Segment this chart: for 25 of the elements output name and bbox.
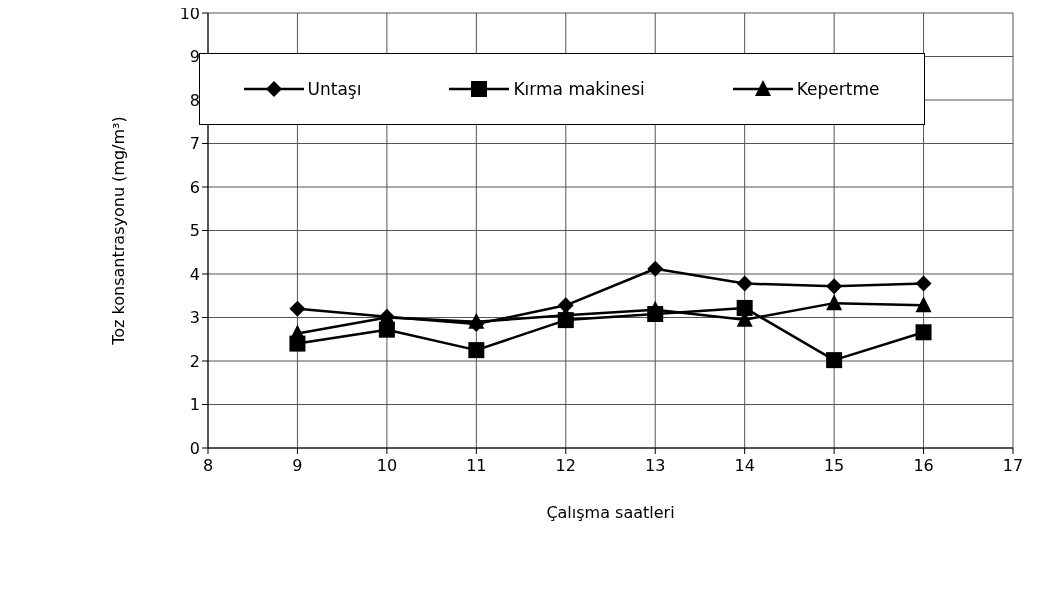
x-tick-label: 11 (466, 456, 487, 476)
y-tick-label: 2 (189, 351, 200, 371)
y-tick-label: 9 (189, 47, 200, 67)
x-tick-label: 13 (645, 456, 666, 476)
y-axis-title: Toz konsantrasyonu (mg/m³) (108, 116, 128, 346)
x-tick-label: 16 (913, 456, 934, 476)
legend-label: Kepertme (796, 79, 880, 99)
y-tick-label: 0 (189, 438, 200, 458)
x-tick-label: 15 (823, 456, 845, 476)
y-tick-label: 6 (189, 177, 200, 197)
x-tick-label: 8 (202, 456, 214, 476)
x-tick-label: 10 (376, 456, 398, 476)
y-tick-label: 5 (189, 221, 200, 241)
x-tick-label: 17 (1002, 456, 1024, 476)
legend-label: Kırma makinesi (513, 79, 645, 99)
y-tick-label: 8 (189, 90, 200, 110)
y-tick-label: 4 (189, 264, 200, 284)
x-axis-title: Çalışma saatleri (546, 503, 675, 522)
x-tick-label: 9 (292, 456, 303, 476)
y-tick-label: 1 (189, 395, 200, 415)
y-tick-label: 3 (189, 308, 200, 328)
legend-label: Untaşı (307, 79, 362, 99)
y-tick-label: 7 (189, 134, 200, 154)
x-tick-label: 14 (734, 456, 755, 476)
x-tick-label: 12 (555, 456, 576, 476)
